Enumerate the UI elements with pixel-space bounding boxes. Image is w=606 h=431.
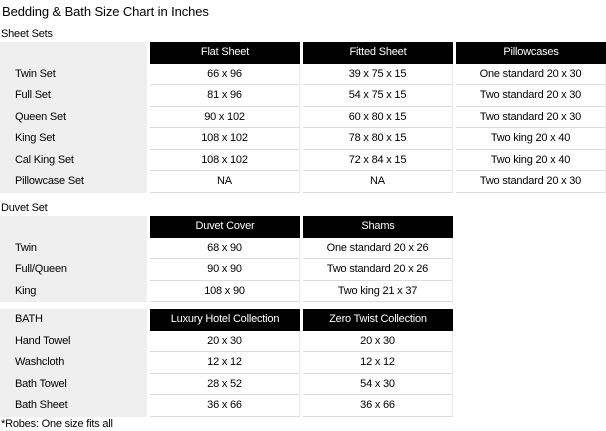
size-cell: 78 x 80 x 15 xyxy=(303,128,453,150)
page-title: Bedding & Bath Size Chart in Inches xyxy=(2,4,209,19)
size-cell: Two standard 20 x 30 xyxy=(456,106,606,128)
size-cell: 36 x 66 xyxy=(150,395,300,417)
table-row: Bath Sheet 36 x 66 36 x 66 xyxy=(0,395,606,417)
table-row: Twin Set 66 x 96 39 x 75 x 15 One standa… xyxy=(0,63,606,85)
size-cell: 108 x 102 xyxy=(150,149,300,171)
size-cell: Two king 20 x 40 xyxy=(456,128,606,150)
column-header-shams: Shams xyxy=(303,216,453,238)
section-label-duvet-set: Duvet Set xyxy=(1,202,48,214)
size-cell: 12 x 12 xyxy=(150,352,300,374)
row-label: Queen Set xyxy=(0,106,147,128)
size-cell: 28 x 52 xyxy=(150,373,300,395)
row-label: Full/Queen xyxy=(0,259,147,281)
size-cell: 68 x 90 xyxy=(150,237,300,259)
table-row: Bath Towel 28 x 52 54 x 30 xyxy=(0,373,606,395)
column-header-luxury-hotel: Luxury Hotel Collection xyxy=(150,309,300,331)
column-header-flat-sheet: Flat Sheet xyxy=(150,42,300,64)
table-row: Queen Set 90 x 102 60 x 80 x 15 Two stan… xyxy=(0,106,606,128)
duvet-set-header-row: Duvet Cover Shams xyxy=(0,216,606,238)
size-cell: 36 x 66 xyxy=(303,395,453,417)
size-cell: One standard 20 x 30 xyxy=(456,63,606,85)
column-header-zero-twist: Zero Twist Collection xyxy=(303,309,453,331)
size-cell: Two standard 20 x 30 xyxy=(456,171,606,193)
size-cell: 90 x 90 xyxy=(150,259,300,281)
bath-header-row: BATH Luxury Hotel Collection Zero Twist … xyxy=(0,309,606,331)
row-label: Cal King Set xyxy=(0,149,147,171)
column-header-fitted-sheet: Fitted Sheet xyxy=(303,42,453,64)
size-cell: 108 x 102 xyxy=(150,128,300,150)
size-cell: 72 x 84 x 15 xyxy=(303,149,453,171)
row-label: Pillowcase Set xyxy=(0,171,147,193)
size-cell: 90 x 102 xyxy=(150,106,300,128)
size-cell: Two standard 20 x 30 xyxy=(456,85,606,107)
size-cell: Two standard 20 x 26 xyxy=(303,259,453,281)
table-row: Twin 68 x 90 One standard 20 x 26 xyxy=(0,237,606,259)
row-label: Bath Sheet xyxy=(0,395,147,417)
row-label: Twin Set xyxy=(0,63,147,85)
sheet-sets-table: Flat Sheet Fitted Sheet Pillowcases Twin… xyxy=(0,42,606,193)
size-cell: 81 x 96 xyxy=(150,85,300,107)
row-label: Twin xyxy=(0,237,147,259)
size-cell: NA xyxy=(150,171,300,193)
row-label: Full Set xyxy=(0,85,147,107)
row-label: Hand Towel xyxy=(0,330,147,352)
size-cell: NA xyxy=(303,171,453,193)
size-cell: 60 x 80 x 15 xyxy=(303,106,453,128)
table-row: Washcloth 12 x 12 12 x 12 xyxy=(0,352,606,374)
size-cell: 66 x 96 xyxy=(150,63,300,85)
table-row: King Set 108 x 102 78 x 80 x 15 Two king… xyxy=(0,128,606,150)
size-cell: 20 x 30 xyxy=(150,330,300,352)
table-row: Pillowcase Set NA NA Two standard 20 x 3… xyxy=(0,171,606,193)
corner-cell-bath: BATH xyxy=(0,309,147,331)
footnote: *Robes: One size fits all xyxy=(1,417,113,430)
size-cell: 12 x 12 xyxy=(303,352,453,374)
table-row: Hand Towel 20 x 30 20 x 30 xyxy=(0,330,606,352)
size-cell: 39 x 75 x 15 xyxy=(303,63,453,85)
table-row: Full/Queen 90 x 90 Two standard 20 x 26 xyxy=(0,259,606,281)
size-cell: 108 x 90 xyxy=(150,280,300,302)
corner-cell xyxy=(0,42,147,64)
table-row: King 108 x 90 Two king 21 x 37 xyxy=(0,280,606,302)
size-cell: Two king 21 x 37 xyxy=(303,280,453,302)
size-cell: 54 x 75 x 15 xyxy=(303,85,453,107)
corner-cell xyxy=(0,216,147,238)
row-label: King xyxy=(0,280,147,302)
size-cell: One standard 20 x 26 xyxy=(303,237,453,259)
size-cell: 54 x 30 xyxy=(303,373,453,395)
table-row: Full Set 81 x 96 54 x 75 x 15 Two standa… xyxy=(0,85,606,107)
duvet-set-table: Duvet Cover Shams Twin 68 x 90 One stand… xyxy=(0,216,606,302)
sheet-sets-header-row: Flat Sheet Fitted Sheet Pillowcases xyxy=(0,42,606,64)
column-header-pillowcases: Pillowcases xyxy=(456,42,606,64)
size-cell: Two king 20 x 40 xyxy=(456,149,606,171)
row-label: Bath Towel xyxy=(0,373,147,395)
row-label: King Set xyxy=(0,128,147,150)
table-row: Cal King Set 108 x 102 72 x 84 x 15 Two … xyxy=(0,149,606,171)
section-label-sheet-sets: Sheet Sets xyxy=(1,28,53,40)
row-label: Washcloth xyxy=(0,352,147,374)
size-cell: 20 x 30 xyxy=(303,330,453,352)
column-header-duvet-cover: Duvet Cover xyxy=(150,216,300,238)
bath-table: BATH Luxury Hotel Collection Zero Twist … xyxy=(0,309,606,417)
